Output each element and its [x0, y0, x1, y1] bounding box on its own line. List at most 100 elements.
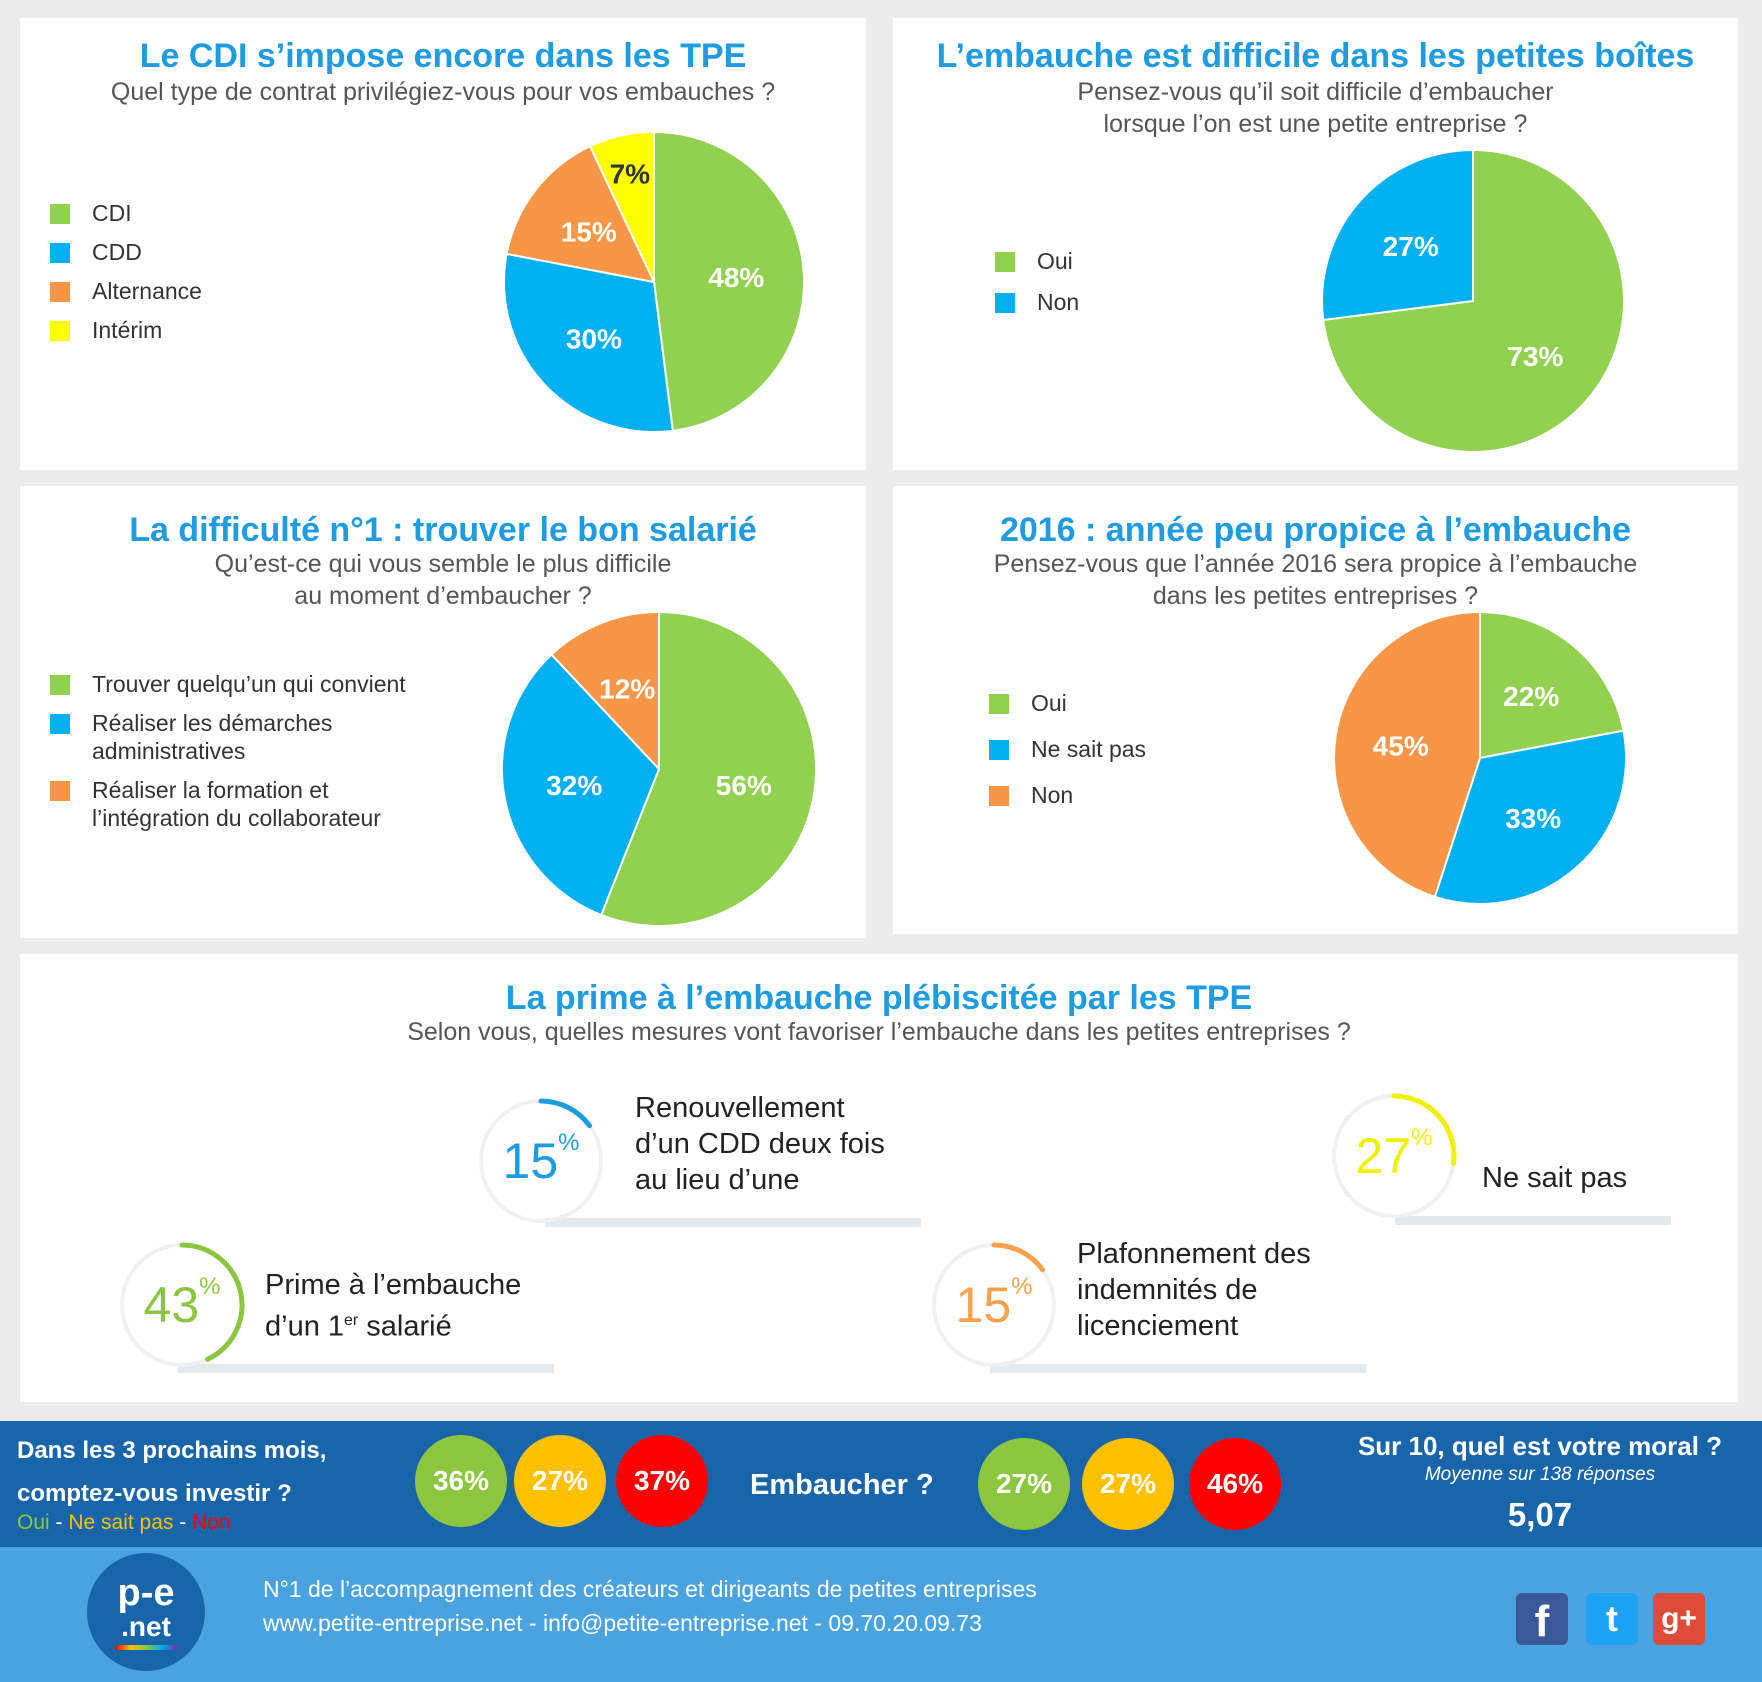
legend: CDI CDD Alternance Intérim	[50, 199, 202, 344]
panel-contrat: Le CDI s’impose encore dans les TPE Quel…	[20, 18, 866, 470]
twitter-icon[interactable]: t	[1586, 1593, 1638, 1645]
logo[interactable]: p-e .net	[87, 1553, 205, 1671]
gauge-number: 43	[143, 1277, 200, 1333]
label-line: Renouvellement	[635, 1092, 845, 1124]
slice-label: 45%	[1373, 730, 1429, 761]
legend-swatch	[995, 252, 1015, 272]
measure-label: Plafonnement des indemnités de licenciem…	[1077, 1236, 1311, 1344]
gauge-arc	[991, 1242, 1046, 1273]
pie-chart: 56% 32% 12%	[501, 610, 817, 927]
subtitle-line: Quel type de contrat privilégiez-vous po…	[110, 78, 776, 106]
gauge-value: 27%	[1329, 1091, 1459, 1221]
investir-nsp-bubble: 27%	[514, 1435, 606, 1527]
pie-slice	[550, 610, 660, 772]
gauge-percent: %	[1011, 1273, 1033, 1300]
gauge-value: 15%	[476, 1096, 606, 1226]
subtitle-line: Qu’est-ce qui vous semble le plus diffic…	[214, 550, 672, 578]
gauge-percent: %	[199, 1273, 221, 1300]
label-part: salarié	[358, 1310, 452, 1343]
underline	[545, 1218, 921, 1227]
footer-contact[interactable]: www.petite-entreprise.net - info@petite-…	[263, 1610, 982, 1636]
label-line: d’un CDD deux fois	[635, 1128, 885, 1160]
slice-label: 33%	[1505, 803, 1561, 834]
label-line: licenciement	[1077, 1310, 1239, 1342]
moral-note: Moyenne sur 138 réponses	[1424, 1464, 1656, 1485]
gauge-percent: %	[1411, 1124, 1433, 1151]
legend: Oui Ne sait pas Non	[989, 689, 1146, 809]
question-line: comptez-vous investir ?	[17, 1480, 292, 1507]
legend-item: Ne sait pas	[989, 735, 1146, 763]
legend-label: administratives	[92, 738, 246, 764]
chart-title: 2016 : année peu propice à l’embauche	[999, 511, 1632, 549]
legend-label: l’intégration du collaborateur	[92, 805, 381, 831]
underline	[1395, 1216, 1671, 1225]
label-line: d’un 1er salarié	[265, 1303, 521, 1345]
slice-label: 12%	[599, 674, 655, 705]
legend-swatch	[50, 714, 70, 734]
moral-title: Sur 10, quel est votre moral ?	[1357, 1431, 1723, 1461]
legend-swatch	[989, 740, 1009, 760]
embaucher-non-bubble: 46%	[1189, 1438, 1281, 1530]
footer: p-e .net N°1 de l’accompagnement des cré…	[0, 1547, 1762, 1682]
underline	[990, 1364, 1366, 1373]
gauge-arc	[1391, 1093, 1457, 1167]
label-line: Ne sait pas	[1482, 1162, 1628, 1194]
panel-difficulte: La difficulté n°1 : trouver le bon salar…	[20, 486, 866, 938]
facebook-icon[interactable]: f	[1516, 1593, 1568, 1646]
answer-legend: Oui - Ne sait pas - Non	[17, 1510, 231, 1536]
pie-slice	[505, 144, 656, 284]
legend-swatch	[989, 694, 1009, 714]
legend-item: Réaliser la formation et l’intégration du…	[50, 776, 406, 832]
legend-label: Non	[1037, 289, 1080, 315]
chart-title: La difficulté n°1 : trouver le bon salar…	[129, 511, 757, 549]
label-line: Prime à l’embauche	[265, 1269, 522, 1301]
legend-label: Trouver quelqu’un qui convient	[92, 671, 406, 697]
legend-label: Non	[1031, 782, 1074, 808]
legend: Oui Non	[995, 247, 1079, 316]
gauge-number: 27	[1355, 1128, 1412, 1184]
pie-chart: 22% 33% 45%	[1333, 610, 1627, 905]
slice-label: 73%	[1507, 341, 1563, 372]
legend-label: Intérim	[92, 317, 163, 343]
gauge-arc	[538, 1098, 593, 1129]
investir-non-bubble: 37%	[616, 1435, 708, 1527]
pie-slice	[503, 252, 674, 433]
pie-slice	[1321, 148, 1474, 322]
legend-item: Oui	[995, 247, 1079, 275]
legend-item: Oui	[989, 689, 1146, 717]
legend-label: CDI	[92, 200, 132, 226]
pie-chart: 48% 30% 15% 7%	[503, 130, 805, 433]
legend-label: Réaliser les démarches	[92, 710, 333, 736]
gauge-value: 43%	[117, 1240, 247, 1370]
gauge-arc	[179, 1242, 245, 1362]
google-plus-icon[interactable]: g+	[1653, 1593, 1705, 1645]
legend-label: CDD	[92, 239, 142, 265]
question-line: Dans les 3 prochains mois,	[17, 1437, 327, 1464]
slice-label: 15%	[561, 216, 617, 247]
slice-label: 30%	[566, 324, 622, 355]
radial-gauge	[932, 1242, 1056, 1367]
logo-top: p-e	[117, 1572, 175, 1614]
legend-swatch	[50, 781, 70, 801]
slice-label: 22%	[1503, 681, 1559, 712]
legend-item: Non	[989, 781, 1146, 809]
legend-swatch	[50, 675, 70, 695]
section-title: La prime à l’embauche plébiscitée par le…	[505, 979, 1253, 1017]
investir-oui-bubble: 36%	[415, 1435, 507, 1527]
radial-gauge	[1332, 1093, 1457, 1218]
chart-title: Le CDI s’impose encore dans les TPE	[139, 37, 747, 75]
pie-slice	[1333, 610, 1481, 899]
slice-label: 48%	[708, 262, 764, 293]
legend-nsp: Ne sait pas	[68, 1511, 174, 1534]
gauge-percent: %	[558, 1129, 580, 1156]
panel-mesures: La prime à l’embauche plébiscitée par le…	[20, 954, 1738, 1402]
gauge-number: 15	[502, 1133, 559, 1189]
legend-label: Réaliser la formation et	[92, 777, 329, 803]
legend-item: Réaliser les démarches administratives	[50, 709, 406, 765]
legend-item: Trouver quelqu’un qui convient	[50, 670, 406, 698]
chart-subtitle: Pensez-vous qu’il soit difficile d’embau…	[893, 76, 1738, 140]
subtitle-line: au moment d’embaucher ?	[294, 582, 592, 610]
panel-difficile: L’embauche est difficile dans les petite…	[893, 18, 1738, 470]
underline	[178, 1364, 554, 1373]
legend-item: Non	[995, 288, 1079, 316]
